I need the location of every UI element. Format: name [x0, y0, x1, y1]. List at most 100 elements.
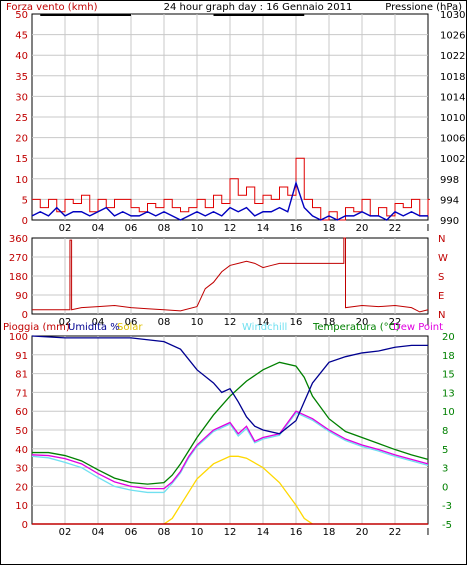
- wind-direction-line: [32, 237, 429, 313]
- compass-tick-label: E: [438, 291, 444, 302]
- x-tick-label: 12: [224, 223, 237, 234]
- legend-humidity: Umidita %: [68, 322, 120, 333]
- humidity-tick-label: 20: [15, 482, 28, 493]
- humidity-tick-label: 71: [15, 388, 28, 399]
- compass-tick-label: S: [438, 272, 444, 283]
- x-tick-label: 20: [356, 527, 369, 538]
- x-tick-label: 16: [290, 317, 303, 328]
- pressure-tick-label: 990: [440, 216, 459, 227]
- x-tick-label: 20: [356, 317, 369, 328]
- header-title: 24 hour graph day : 16 Gennaio 2011: [164, 2, 353, 13]
- wind-speed-tick-label: 10: [15, 175, 28, 186]
- temperature-tick-label: -3: [442, 501, 452, 512]
- x-tick-label: 02: [59, 223, 72, 234]
- x-tick-label: 10: [191, 527, 204, 538]
- x-tick-label: 04: [92, 527, 105, 538]
- pressure-tick-label: 1022: [440, 51, 465, 62]
- x-tick-label: 12: [224, 527, 237, 538]
- direction-tick-label: 0: [22, 310, 28, 321]
- pressure-tick-label: 1026: [440, 31, 465, 42]
- wind-speed-tick-label: 5: [22, 195, 28, 206]
- x-tick-label: I: [427, 317, 430, 328]
- x-tick-label: 04: [92, 223, 105, 234]
- humidity-tick-label: 30: [15, 464, 28, 475]
- wind-speed-tick-label: 50: [15, 10, 28, 21]
- pressure-tick-label: 1018: [440, 72, 465, 83]
- x-tick-label: 08: [158, 527, 171, 538]
- x-tick-label: 02: [59, 527, 72, 538]
- humidity-tick-label: 60: [15, 407, 28, 418]
- pressure-tick-label: 1030: [440, 10, 465, 21]
- humidity-tick-label: 0: [22, 520, 28, 531]
- x-tick-label: 12: [224, 317, 237, 328]
- temperature-tick-label: 20: [442, 332, 455, 343]
- marks-layer: [31, 14, 430, 525]
- solar-line: [163, 455, 313, 525]
- x-tick-label: 22: [389, 317, 402, 328]
- legend-dewpoint: Dew Point: [393, 322, 443, 333]
- wind-average-line: [31, 180, 428, 221]
- legend-temperature: Temperatura (°C): [312, 322, 400, 333]
- humidity-line: [31, 335, 428, 435]
- temperature-tick-label: 13: [442, 388, 455, 399]
- compass-tick-label: W: [438, 253, 448, 264]
- x-tick-label: 02: [59, 317, 72, 328]
- temperature-tick-label: 8: [442, 426, 448, 437]
- x-tick-label: 14: [257, 223, 270, 234]
- pressure-tick-label: 998: [440, 175, 459, 186]
- compass-tick-label: N: [438, 310, 445, 321]
- x-tick-label: 16: [290, 223, 303, 234]
- compass-tick-label: N: [438, 234, 445, 245]
- humidity-tick-label: 50: [15, 426, 28, 437]
- pressure-tick-label: 1010: [440, 113, 465, 124]
- pressure-tick-label: 1002: [440, 154, 465, 165]
- x-tick-label: 10: [191, 317, 204, 328]
- wind-speed-tick-label: 45: [15, 31, 28, 42]
- x-tick-label: 06: [125, 223, 138, 234]
- wind-speed-tick-label: 20: [15, 134, 28, 145]
- x-tick-label: 22: [389, 527, 402, 538]
- x-tick-label: 16: [290, 527, 303, 538]
- header-left-label: Forza vento (kmh): [6, 2, 98, 13]
- windchill-line: [31, 411, 429, 494]
- legend-windchill: Windchill: [242, 322, 287, 333]
- temperature-tick-label: 15: [442, 370, 455, 381]
- x-tick-label: I: [427, 223, 430, 234]
- direction-tick-label: 270: [9, 253, 28, 264]
- pressure-tick-label: 1014: [440, 92, 465, 103]
- dewpoint-line: [31, 410, 429, 490]
- temperature-tick-label: 3: [442, 464, 448, 475]
- x-tick-label: 18: [323, 527, 336, 538]
- humidity-tick-label: 100: [9, 332, 28, 343]
- x-tick-label: 08: [158, 317, 171, 328]
- header-right-label: Pressione (hPa): [385, 2, 462, 13]
- wind-speed-tick-label: 25: [15, 113, 28, 124]
- temperature-tick-label: 10: [442, 407, 455, 418]
- x-tick-label: 18: [323, 223, 336, 234]
- humidity-tick-label: 91: [15, 351, 28, 362]
- temperature-tick-label: 18: [442, 351, 455, 362]
- x-tick-label: 14: [257, 317, 270, 328]
- x-tick-label: 22: [389, 223, 402, 234]
- legend-rain: Pioggia (mm): [3, 322, 70, 333]
- wind-speed-tick-label: 30: [15, 92, 28, 103]
- x-tick-label: 10: [191, 223, 204, 234]
- humidity-tick-label: 10: [15, 501, 28, 512]
- wind-speed-tick-label: 35: [15, 72, 28, 83]
- x-tick-label: 06: [125, 527, 138, 538]
- humidity-tick-label: 40: [15, 445, 28, 456]
- direction-tick-label: 360: [9, 234, 28, 245]
- wind-speed-tick-label: 15: [15, 154, 28, 165]
- x-tick-label: 04: [92, 317, 105, 328]
- wind-speed-tick-label: 0: [22, 216, 28, 227]
- pressure-tick-label: 994: [440, 195, 459, 206]
- x-tick-label: I: [427, 527, 430, 538]
- x-tick-label: 18: [323, 317, 336, 328]
- direction-tick-label: 90: [15, 291, 28, 302]
- x-tick-label: 06: [125, 317, 138, 328]
- wind-gust-line: [32, 157, 430, 221]
- x-tick-label: 20: [356, 223, 369, 234]
